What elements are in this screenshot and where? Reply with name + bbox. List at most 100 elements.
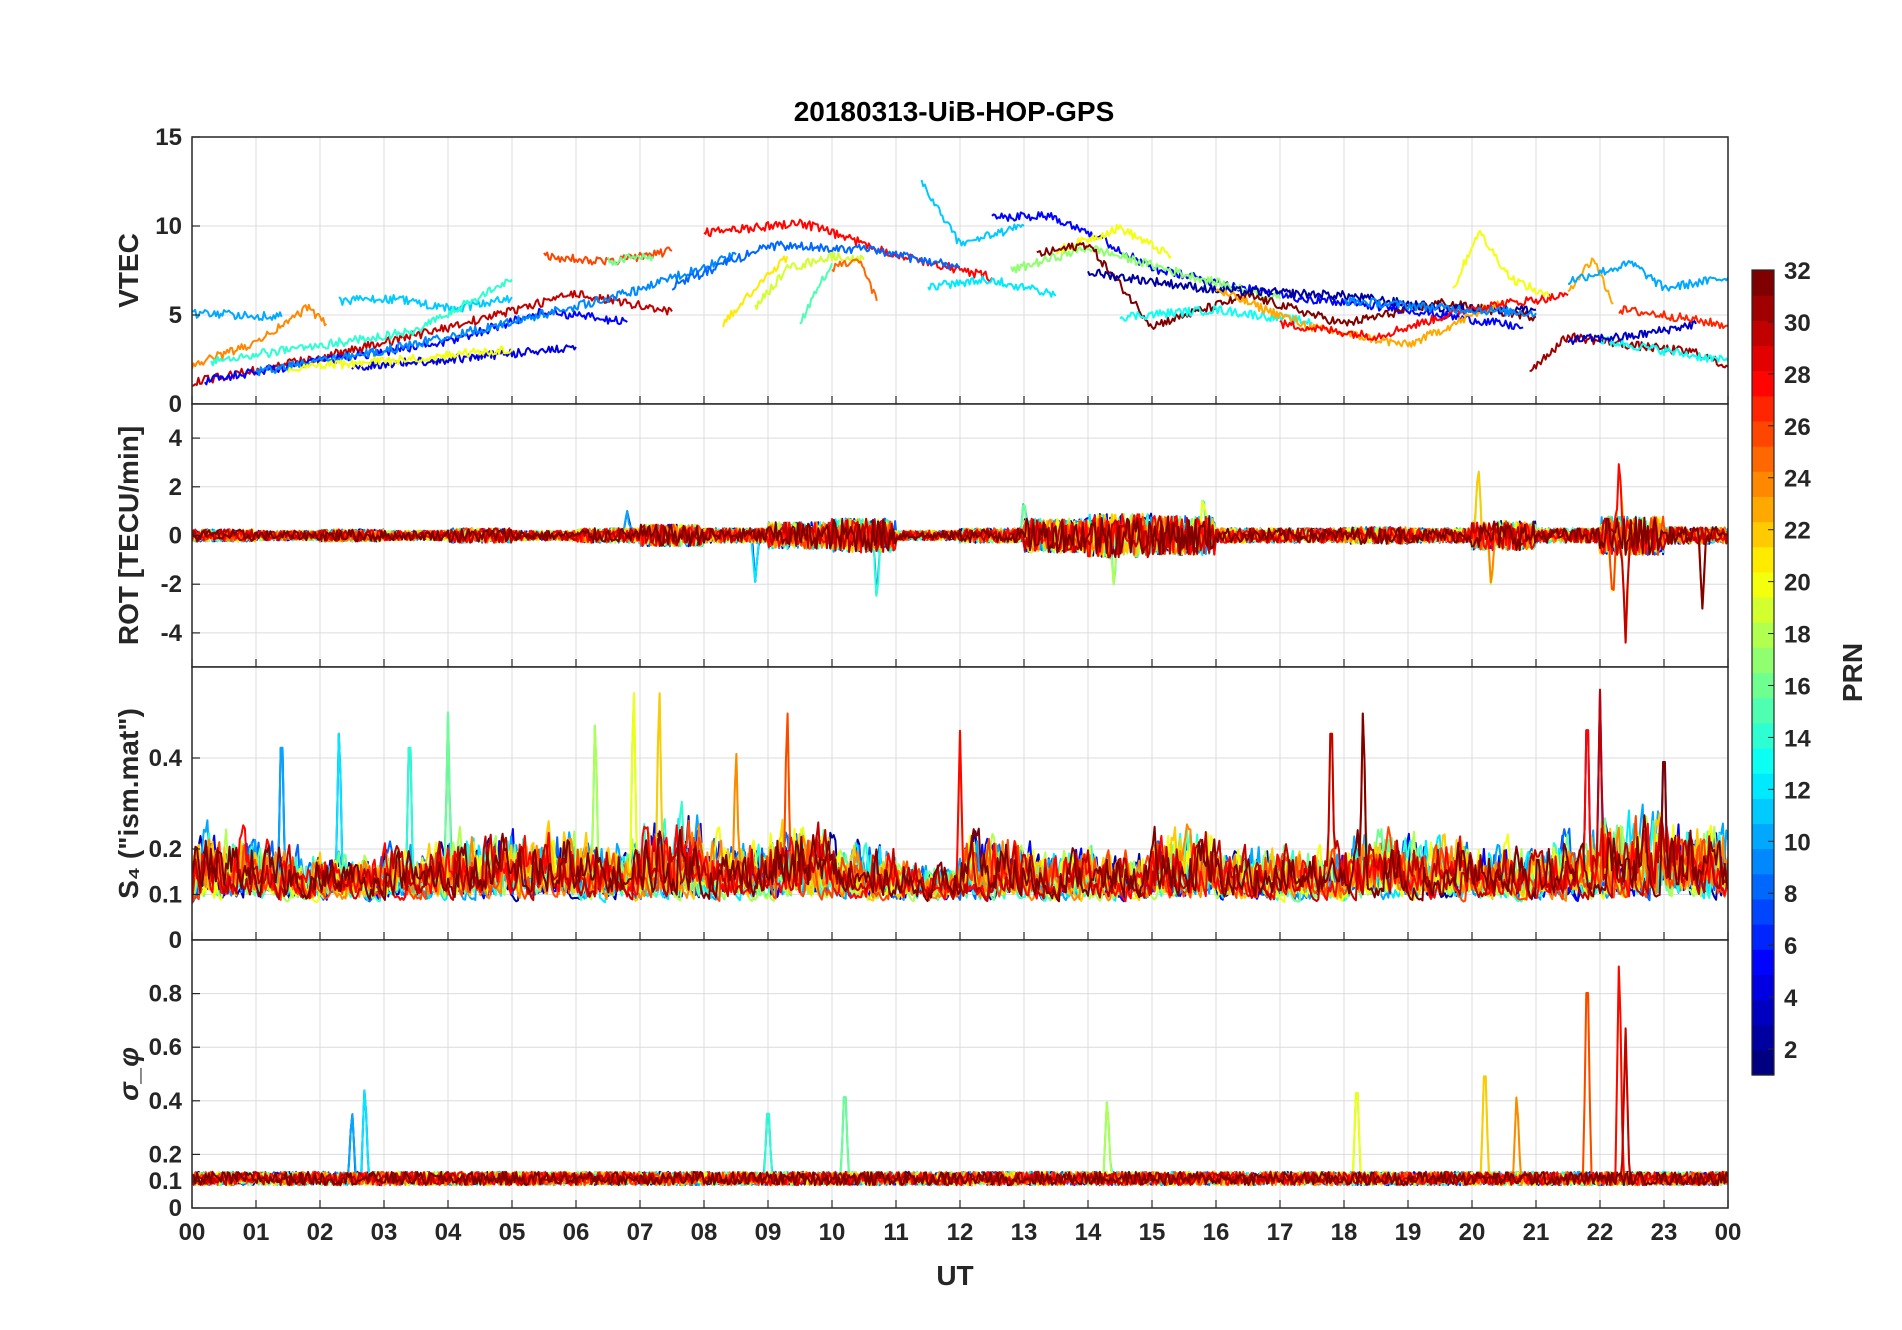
vtec-series-prn-3: [1567, 320, 1697, 345]
colorbar-tick-label: 16: [1784, 673, 1811, 700]
vtec-series-prn-10: [192, 308, 283, 321]
colorbar-segment: [1752, 747, 1774, 774]
sigma_phi-y-tick-label: 0.8: [149, 981, 182, 1008]
colorbar-segment: [1752, 420, 1774, 447]
x-tick-label: 21: [1523, 1219, 1550, 1246]
colorbar-segment: [1752, 773, 1774, 799]
vtec-series-prn-14: [210, 278, 513, 367]
s4-series-prn-28: [192, 729, 1728, 904]
colorbar-tick-label: 20: [1784, 570, 1811, 597]
colorbar-tick-label: 12: [1784, 777, 1811, 804]
x-tick-label: 09: [755, 1219, 782, 1246]
vtec-series-prn-11: [920, 179, 1025, 247]
x-tick-label: 06: [563, 1219, 590, 1246]
colorbar-tick-label: 26: [1784, 414, 1811, 441]
vtec-series-prn-20: [1452, 229, 1550, 298]
colorbar-segment: [1752, 1024, 1774, 1051]
x-tick-label: 16: [1203, 1219, 1230, 1246]
x-tick-label: 08: [691, 1219, 718, 1246]
colorbar-segment: [1752, 672, 1774, 699]
colorbar-tick-label: 14: [1784, 725, 1811, 752]
colorbar-segment: [1752, 798, 1774, 825]
x-tick-label: 19: [1395, 1219, 1422, 1246]
vtec-series-prn-27: [1618, 305, 1728, 330]
rot-y-axis-label: ROT [TECU/min]: [113, 426, 144, 645]
x-tick-label: 18: [1331, 1219, 1358, 1246]
sigma_phi-y-tick-label: 0.1: [149, 1168, 182, 1195]
colorbar-tick-label: 8: [1784, 881, 1797, 908]
colorbar-segment: [1752, 898, 1774, 925]
panel-sigma_phi-traces: [192, 965, 1728, 1187]
x-tick-label: 01: [243, 1219, 270, 1246]
colorbar-segment: [1752, 546, 1774, 573]
sigma_phi-y-axis-label: σ_φ: [113, 1047, 144, 1101]
x-tick-label: 23: [1651, 1219, 1678, 1246]
vtec-y-tick-label: 5: [169, 302, 182, 329]
vtec-series-prn-32: [1036, 242, 1537, 330]
vtec-series-prn-28: [1279, 292, 1569, 341]
colorbar-tick-label: 6: [1784, 933, 1797, 960]
sigma_phi-y-tick-label: 0.6: [149, 1034, 182, 1061]
s4-series-prn-32: [192, 712, 1728, 903]
x-tick-label: 07: [627, 1219, 654, 1246]
vtec-series-prn-10: [1567, 259, 1728, 292]
colorbar-segment: [1752, 571, 1774, 598]
vtec-series-prn-21: [722, 255, 789, 328]
colorbar-tick-label: 24: [1784, 466, 1811, 493]
vtec-series-prn-16: [607, 252, 654, 266]
vtec-series-prn-25: [831, 258, 878, 302]
vtec-y-axis-label: VTEC: [113, 233, 144, 308]
vtec-series-prn-12: [927, 275, 1057, 298]
sigma_phi-series-prn-32: [192, 1170, 1728, 1187]
colorbar-segment: [1752, 345, 1774, 372]
panel-vtec-traces: [192, 179, 1728, 387]
vtec-y-tick-label: 0: [169, 391, 182, 418]
colorbar-segment: [1752, 395, 1774, 422]
vtec-series-prn-13: [1599, 336, 1728, 363]
colorbar-segment: [1752, 823, 1774, 850]
x-tick-label: 00: [1715, 1219, 1742, 1246]
vtec-y-tick-label: 10: [155, 213, 182, 240]
panel-s4-traces: [192, 688, 1728, 904]
x-tick-label: 22: [1587, 1219, 1614, 1246]
colorbar-tick-label: 18: [1784, 622, 1811, 649]
colorbar-segment: [1752, 597, 1774, 623]
panel-rot: -4 -2 0 2 4 ROT [TECU/min]: [113, 403, 1729, 668]
x-tick-label: 05: [499, 1219, 526, 1246]
x-tick-label: 15: [1139, 1219, 1166, 1246]
rot-y-tick-label: 0: [169, 523, 182, 550]
vtec-series-prn-20: [287, 345, 513, 373]
vtec-series-prn-11: [338, 294, 513, 313]
colorbar-segment: [1752, 999, 1774, 1026]
sigma_phi-series-prn-28: [192, 965, 1728, 1187]
colorbar-segment: [1752, 924, 1774, 950]
x-axis-label: UT: [936, 1260, 973, 1291]
s4-y-tick-label: 0.2: [149, 836, 182, 863]
colorbar-tick-label: 2: [1784, 1037, 1797, 1064]
vtec-series-prn-8: [671, 240, 961, 291]
x-tick-label: 04: [435, 1219, 462, 1246]
colorbar-segment: [1752, 974, 1774, 1001]
rot-y-tick-label: 2: [169, 474, 182, 501]
x-tick-label: 12: [947, 1219, 974, 1246]
colorbar-segment: [1752, 722, 1774, 749]
x-tick-label: 00: [179, 1219, 206, 1246]
panel-s4: 0 0.1 0.2 0.4S₄ ("ism.mat"): [113, 666, 1729, 954]
colorbar-tick-label: 32: [1784, 258, 1811, 285]
colorbar-segment: [1752, 1049, 1774, 1076]
vtec-series-prn-23: [1215, 288, 1505, 348]
rot-y-tick-label: -4: [161, 620, 183, 647]
sigma_phi-y-tick-label: 0: [169, 1195, 182, 1222]
vtec-series-prn-15: [799, 263, 833, 325]
colorbar-label: PRN: [1837, 643, 1868, 702]
x-tick-label: 11: [883, 1219, 908, 1246]
colorbar-segment: [1752, 873, 1774, 900]
x-tick-label: 03: [371, 1219, 398, 1246]
rot-series-prn-30: [192, 515, 1728, 644]
colorbar-tick-label: 28: [1784, 362, 1811, 389]
x-tick-label: 13: [1011, 1219, 1038, 1246]
vtec-y-tick-label: 15: [155, 124, 182, 151]
vtec-series-prn-13: [1119, 304, 1313, 326]
